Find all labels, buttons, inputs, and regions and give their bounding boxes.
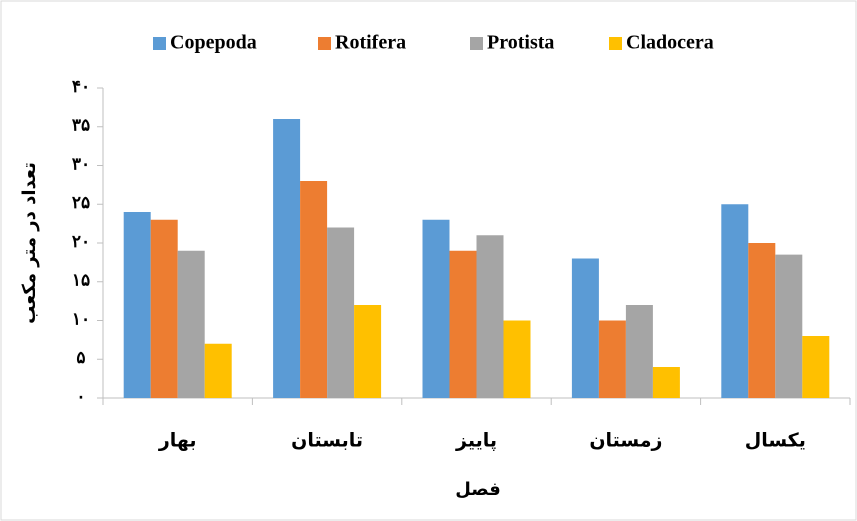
x-tick-label: زمستان xyxy=(589,430,662,452)
bar xyxy=(571,258,599,398)
legend-swatch xyxy=(153,37,166,50)
legend-label: Rotifera xyxy=(335,32,406,54)
bar xyxy=(204,343,232,398)
bar xyxy=(652,367,680,398)
y-tick-label: ۵ xyxy=(76,348,85,367)
y-tick-label: ۳۰ xyxy=(72,154,90,173)
bar xyxy=(721,204,749,398)
y-tick-label: ۲۰ xyxy=(72,232,90,251)
bar xyxy=(625,305,653,398)
y-tick-label: ۳۵ xyxy=(72,116,90,135)
y-tick-label: ۲۵ xyxy=(72,193,90,212)
bar xyxy=(775,254,803,398)
y-tick-label: ۱۰ xyxy=(72,309,90,328)
y-tick-label: ۴۰ xyxy=(72,77,90,96)
bar xyxy=(354,305,382,398)
bar xyxy=(503,320,531,398)
bar xyxy=(422,219,450,398)
x-tick-label: تابستان xyxy=(291,430,363,452)
bar xyxy=(476,235,504,398)
legend-label: Copepoda xyxy=(170,32,257,54)
x-tick-label: بهار xyxy=(158,430,197,452)
bar xyxy=(273,119,301,398)
bar xyxy=(177,250,205,398)
x-axis-label: فصل xyxy=(455,479,501,500)
legend-swatch xyxy=(609,37,622,50)
bar xyxy=(150,219,178,398)
legend-swatch xyxy=(470,37,483,50)
y-tick-label: ٠ xyxy=(76,387,85,406)
bar xyxy=(449,250,477,398)
bar xyxy=(300,181,328,398)
bar xyxy=(802,336,830,398)
bar xyxy=(598,320,626,398)
bar xyxy=(748,243,776,398)
x-tick-label: یکسال xyxy=(745,430,806,452)
bar xyxy=(327,227,355,398)
x-tick-label: پاییز xyxy=(455,430,497,452)
bar xyxy=(123,212,151,398)
legend-label: Protista xyxy=(487,32,554,54)
y-tick-label: ۱۵ xyxy=(72,271,90,290)
legend-label: Cladocera xyxy=(626,32,714,54)
legend-swatch xyxy=(318,37,331,50)
y-axis-label: تعداد در متر مکعب xyxy=(19,162,40,324)
